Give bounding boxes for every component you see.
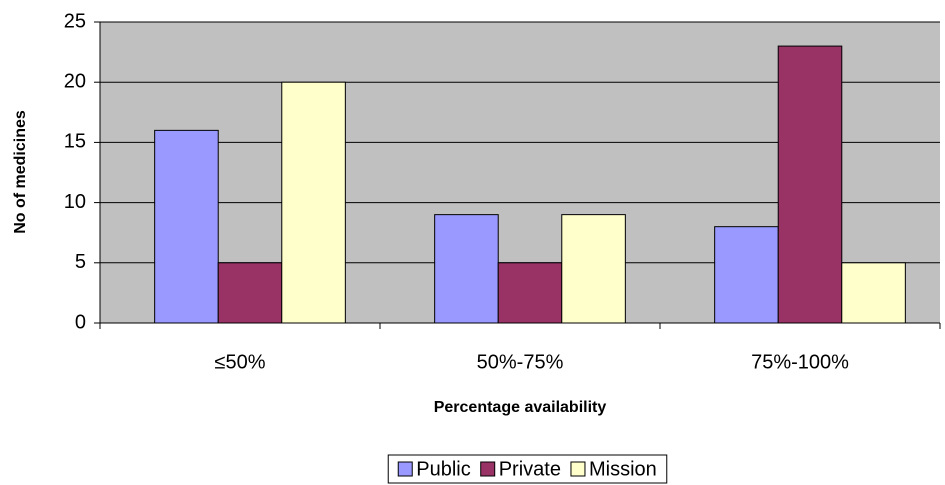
y-tick-label: 15	[64, 131, 86, 153]
bar	[497, 262, 563, 324]
y-tick-label: 5	[75, 251, 86, 273]
bar	[217, 262, 283, 324]
bar	[561, 214, 626, 324]
legend	[387, 454, 668, 484]
bar	[281, 81, 346, 324]
x-tick-label: ≤50%	[214, 351, 265, 373]
bar	[777, 45, 843, 324]
y-axis-title: No of medicines	[12, 110, 29, 234]
x-axis-title: Percentage availability	[434, 399, 607, 416]
y-tick-label: 25	[64, 10, 86, 32]
bar	[841, 262, 906, 324]
legend-swatch	[397, 461, 413, 477]
legend-swatch	[570, 461, 586, 477]
legend-label: Mission	[589, 458, 657, 480]
y-tick-label: 0	[75, 311, 86, 333]
bar	[434, 214, 499, 324]
y-tick-label: 10	[64, 191, 86, 213]
x-tick-label: 50%-75%	[477, 351, 564, 373]
legend-label: Private	[499, 458, 561, 480]
bar	[714, 226, 779, 324]
legend-swatch	[480, 461, 496, 477]
bar	[154, 129, 219, 324]
x-tick-label: 75%-100%	[751, 351, 849, 373]
legend-label: Public	[416, 458, 470, 480]
y-tick-label: 20	[64, 70, 86, 92]
